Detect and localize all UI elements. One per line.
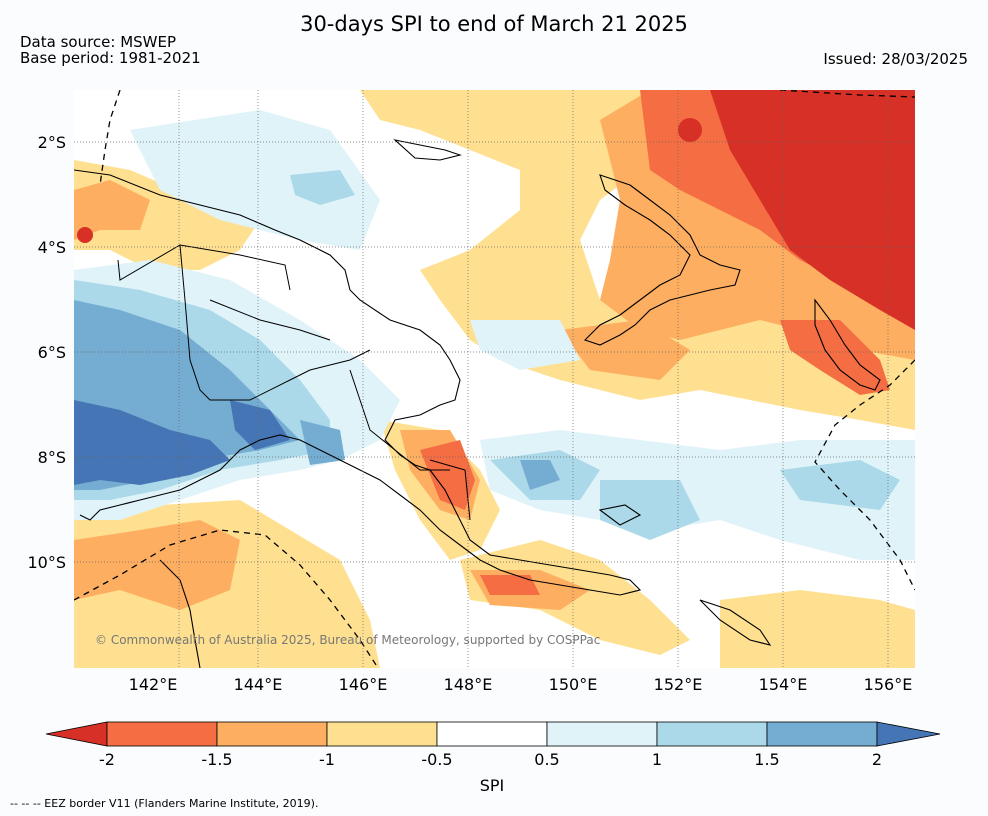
x-tick-label: 156°E xyxy=(864,675,913,694)
x-tick-label: 144°E xyxy=(234,675,283,694)
spi-band-plus1 xyxy=(290,170,355,205)
axis-labels: 142°E 144°E 146°E 148°E 150°E 152°E 154°… xyxy=(27,133,912,694)
colorbar-swatch xyxy=(216,721,328,747)
border-line xyxy=(179,244,371,401)
spi-band-plus1 xyxy=(780,460,900,510)
spi-field xyxy=(74,90,915,668)
colorbar-swatch xyxy=(766,721,878,747)
y-tick-label: 8°S xyxy=(38,448,66,467)
spi-band-plus2 xyxy=(230,400,290,450)
x-tick-label: 152°E xyxy=(654,675,703,694)
data-source: Data source: MSWEP xyxy=(20,33,177,51)
colorbar-tick-label: 1.5 xyxy=(754,750,779,769)
y-tick-label: 2°S xyxy=(38,133,66,152)
spi-band-minus15 xyxy=(480,575,540,595)
border-line xyxy=(209,299,331,341)
x-tick-label: 154°E xyxy=(759,675,808,694)
border-line xyxy=(117,244,291,291)
coastline-new-britain xyxy=(583,174,741,346)
spi-band-plus05 xyxy=(130,110,380,250)
coastline-d-entrecasteaux xyxy=(598,504,642,526)
colorbar-swatch xyxy=(326,721,438,747)
y-tick-label: 6°S xyxy=(38,343,66,362)
eez-line xyxy=(814,359,915,591)
spi-band-minus15 xyxy=(780,320,890,395)
colorbar-swatch xyxy=(436,721,548,747)
colorbar-tick-label: -1.5 xyxy=(201,750,232,769)
province-borders xyxy=(117,244,471,521)
base-period: Base period: 1981-2021 xyxy=(20,49,201,67)
y-tick-label: 10°S xyxy=(27,553,66,572)
spi-band-minus1 xyxy=(74,520,240,610)
y-tick-label: 4°S xyxy=(38,238,66,257)
coastline-new-guinea xyxy=(74,169,642,596)
colorbar-swatch xyxy=(106,721,218,747)
graticule xyxy=(74,90,915,668)
border-line xyxy=(349,369,450,471)
eez-borders xyxy=(74,90,915,668)
spi-band-minus1 xyxy=(560,320,690,380)
spi-band-plus15 xyxy=(520,460,560,490)
map-title: 30-days SPI to end of March 21 2025 xyxy=(300,12,688,36)
colorbar-swatch xyxy=(546,721,658,747)
spi-band-plus2 xyxy=(74,400,230,485)
colorbar-swatch-below xyxy=(45,721,108,747)
colorbar-tick-label: -0.5 xyxy=(421,750,452,769)
spi-band-minus15 xyxy=(420,440,475,510)
colorbar-label: SPI xyxy=(480,776,505,795)
meta-info: Data source: MSWEP Base period: 1981-202… xyxy=(20,34,201,66)
colorbar-swatch xyxy=(656,721,768,747)
coastline-bougainville xyxy=(814,298,881,391)
x-tick-label: 150°E xyxy=(549,675,598,694)
coastline-new-ireland xyxy=(393,139,462,161)
spi-cell-minus2 xyxy=(678,118,702,142)
spi-cell-minus2 xyxy=(77,227,93,243)
spi-band-minus1 xyxy=(74,180,150,240)
coastlines xyxy=(74,139,881,668)
spi-band-plus15 xyxy=(300,420,345,465)
copyright-text: © Commonwealth of Australia 2025, Bureau… xyxy=(95,633,600,647)
colorbar-tick-label: -2 xyxy=(99,750,115,769)
issued-date: Issued: 28/03/2025 xyxy=(823,50,968,68)
x-tick-label: 146°E xyxy=(339,675,388,694)
spi-band-minus2 xyxy=(710,90,915,330)
eez-footnote: -- -- -- EEZ border V11 (Flanders Marine… xyxy=(10,797,319,810)
eez-line xyxy=(779,90,915,98)
colorbar-tick-label: 2 xyxy=(872,750,882,769)
coastline-louisiade xyxy=(699,599,772,646)
colorbar-tick-label: 0.5 xyxy=(534,750,559,769)
colorbar-tick-label: 1 xyxy=(652,750,662,769)
eez-line xyxy=(99,90,121,186)
spi-band-minus05 xyxy=(720,590,915,668)
colorbar-tick-label: -1 xyxy=(319,750,335,769)
colorbar-swatch-above xyxy=(876,721,941,747)
spi-band-plus1 xyxy=(600,480,700,540)
x-tick-label: 142°E xyxy=(129,675,178,694)
border-line xyxy=(429,459,471,521)
x-tick-label: 148°E xyxy=(444,675,493,694)
spi-band-plus05 xyxy=(470,320,580,370)
coastline-cape-york xyxy=(159,559,201,668)
colorbar: -2 -1.5 -1 -0.5 0.5 1 1.5 2 SPI xyxy=(45,721,941,795)
spi-band-plus05 xyxy=(480,430,915,560)
eez-line xyxy=(74,529,379,668)
